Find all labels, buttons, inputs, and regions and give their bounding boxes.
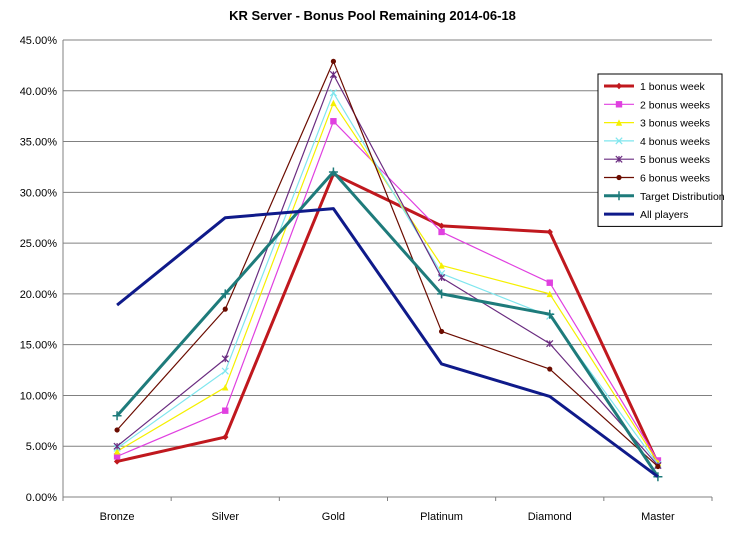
y-tick-label: 25.00%: [20, 238, 58, 250]
legend-item: 2 bonus weeks: [604, 99, 710, 111]
legend-label: 3 bonus weeks: [640, 118, 710, 130]
x-tick-label: Diamond: [528, 511, 572, 523]
data-point: [221, 367, 229, 375]
data-point: [655, 463, 661, 470]
series-line: [116, 92, 659, 465]
axes: [62, 40, 713, 501]
data-point: [113, 442, 121, 450]
data-point: [330, 58, 337, 64]
x-tick-label: Platinum: [420, 511, 463, 523]
legend-label: All players: [640, 209, 688, 221]
legend-item: 1 bonus week: [604, 81, 706, 93]
x-tick-labels: Bronze Silver Gold Platinum Diamond Master: [100, 511, 675, 523]
data-point: [616, 174, 622, 181]
y-tick-label: 5.00%: [26, 441, 57, 453]
y-tick-label: 35.00%: [20, 137, 58, 149]
data-point: [615, 82, 623, 90]
x-tick-label: Silver: [211, 511, 239, 523]
data-point: [330, 99, 337, 107]
data-point: [222, 306, 228, 312]
legend-item: 4 bonus weeks: [604, 136, 710, 148]
series-0: [113, 170, 662, 467]
data-point: [438, 222, 445, 230]
series-1: [113, 118, 662, 464]
series-line: [116, 73, 659, 466]
legend: 1 bonus week 2 bonus weeks 3 bonus weeks 4 …: [597, 73, 725, 227]
y-tick-label: 15.00%: [20, 340, 58, 352]
series-line: [116, 207, 659, 478]
legend-label: 2 bonus weeks: [640, 99, 710, 111]
legend-item: 3 bonus weeks: [604, 118, 710, 130]
data-point: [113, 453, 121, 460]
legend-label: 1 bonus week: [640, 81, 706, 93]
legend-label: Target Distribution: [640, 191, 725, 203]
data-point: [328, 167, 338, 177]
series-lines: [112, 58, 663, 482]
data-point: [437, 289, 447, 299]
legend-item: Target Distribution: [604, 191, 725, 203]
data-point: [615, 101, 623, 108]
data-point: [329, 89, 338, 97]
legend-label: 5 bonus weeks: [640, 154, 710, 166]
data-point: [329, 70, 338, 79]
data-point: [438, 262, 445, 269]
x-tick-label: Gold: [322, 511, 345, 523]
series-5: [114, 58, 661, 470]
data-point: [615, 119, 623, 126]
data-point: [438, 328, 445, 335]
series-6: [112, 167, 663, 482]
data-point: [653, 472, 663, 482]
series-7: [116, 207, 659, 478]
data-point: [113, 448, 121, 455]
series-4: [113, 70, 662, 470]
y-tick-label: 0.00%: [26, 492, 57, 504]
x-tick-label: Bronze: [100, 511, 135, 523]
legend-item: All players: [604, 209, 688, 221]
data-point: [547, 366, 553, 372]
data-point: [330, 118, 337, 125]
data-point: [222, 384, 229, 391]
series-line: [116, 172, 660, 465]
y-tick-label: 45.00%: [20, 35, 58, 47]
series-line: [115, 170, 660, 478]
data-point: [437, 274, 446, 282]
data-point: [615, 137, 623, 145]
series-line: [116, 102, 659, 463]
data-point: [222, 407, 229, 414]
legend-label: 4 bonus weeks: [640, 136, 710, 148]
data-point: [546, 290, 553, 298]
legend-item: 5 bonus weeks: [604, 154, 710, 166]
legend-box: [597, 73, 723, 227]
series-3: [113, 89, 662, 469]
data-point: [615, 155, 623, 163]
y-tick-label: 40.00%: [20, 86, 58, 98]
data-point: [614, 191, 624, 201]
y-tick-label: 20.00%: [20, 289, 58, 301]
y-tick-label: 30.00%: [20, 187, 58, 199]
series-2: [113, 99, 662, 466]
data-point: [546, 228, 553, 236]
series-line: [116, 60, 659, 467]
data-point: [438, 228, 445, 236]
data-point: [546, 279, 553, 286]
y-tick-label: 10.00%: [20, 390, 58, 402]
legend-label: 6 bonus weeks: [640, 173, 710, 185]
data-point: [113, 458, 121, 465]
data-point: [222, 433, 229, 441]
data-point: [114, 427, 120, 433]
x-tick-label: Master: [641, 511, 675, 523]
y-tick-labels: 0.00% 5.00% 10.00% 15.00% 20.00% 25.00% 30.00%…: [20, 35, 58, 504]
data-point: [545, 309, 555, 319]
data-point: [112, 411, 122, 421]
data-point: [221, 355, 229, 363]
chart-title: KR Server - Bonus Pool Remaining 2014-06…: [229, 8, 516, 23]
data-point: [546, 340, 554, 348]
legend-item: 6 bonus weeks: [604, 173, 710, 185]
data-point: [220, 289, 230, 299]
